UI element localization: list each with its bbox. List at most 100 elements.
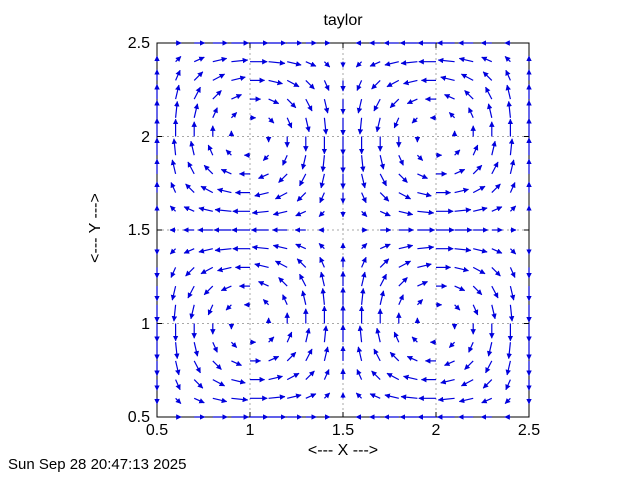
vector-arrow xyxy=(268,98,280,105)
vector-arrow xyxy=(379,290,386,305)
vector-arrow xyxy=(170,182,177,193)
vector-arrow xyxy=(472,285,483,296)
vector-arrow xyxy=(444,360,455,366)
vector-arrow xyxy=(200,266,214,275)
vector-arrow xyxy=(458,56,474,63)
vector-arrow xyxy=(400,60,418,66)
vector-arrow xyxy=(319,256,325,268)
vector-arrow xyxy=(286,98,297,109)
vector-arrow xyxy=(268,117,275,124)
vector-arrow xyxy=(272,243,288,250)
vector-arrow xyxy=(360,287,366,305)
vector-arrow xyxy=(361,192,367,204)
vector-arrow xyxy=(193,71,204,81)
vector-arrow xyxy=(482,379,493,389)
vector-arrow xyxy=(403,374,418,381)
vector-arrow xyxy=(320,287,326,305)
vector-arrow xyxy=(417,192,432,198)
vector-arrow xyxy=(454,304,461,311)
vector-arrow xyxy=(371,79,381,90)
vector-arrow xyxy=(506,342,512,360)
vector-arrow xyxy=(305,61,317,67)
vector-arrow xyxy=(254,192,269,198)
vector-arrow xyxy=(274,260,288,268)
vector-arrow xyxy=(361,256,367,268)
vector-arrow xyxy=(193,379,204,389)
vector-arrow xyxy=(437,57,455,64)
vector-arrow xyxy=(444,94,455,100)
vector-arrow xyxy=(220,285,232,292)
vector-arrow xyxy=(454,285,466,292)
vector-arrow xyxy=(305,393,317,399)
vector-arrow xyxy=(398,173,408,183)
vector-arrow xyxy=(386,372,400,381)
vector-arrow xyxy=(299,273,307,287)
vector-arrow xyxy=(323,61,331,68)
vector-arrow xyxy=(286,372,300,381)
vector-arrow xyxy=(230,112,238,119)
vector-arrow xyxy=(171,138,178,156)
vector-arrow xyxy=(318,210,325,218)
vector-arrow xyxy=(398,192,412,200)
vector-arrow xyxy=(406,98,418,105)
vector-arrow xyxy=(472,185,486,194)
vector-arrow xyxy=(231,360,242,366)
vector-arrow xyxy=(505,360,511,376)
vector-arrow xyxy=(305,327,311,343)
vector-arrow xyxy=(183,248,195,254)
vector-arrow xyxy=(355,392,363,399)
vector-arrow xyxy=(398,154,404,166)
vector-arrow xyxy=(319,173,325,189)
vector-arrow xyxy=(417,262,432,268)
vector-arrow xyxy=(468,107,474,119)
vector-arrow xyxy=(491,183,501,194)
vector-arrow xyxy=(175,379,181,391)
vector-arrow xyxy=(454,207,472,213)
vector-arrow xyxy=(491,285,499,299)
vector-arrow xyxy=(286,79,300,88)
vector-arrow xyxy=(183,206,195,212)
vector-arrow xyxy=(485,360,493,374)
y-tick-label-1.5: 1.5 xyxy=(127,222,150,239)
vector-arrow xyxy=(400,394,418,400)
vector-arrow xyxy=(212,56,228,63)
vector-arrow xyxy=(384,393,399,399)
vector-arrow xyxy=(323,80,330,91)
vector-arrow xyxy=(473,248,488,254)
vector-arrow xyxy=(389,98,400,109)
vector-arrow xyxy=(323,346,330,362)
vector-arrow xyxy=(175,397,182,405)
vector-arrow xyxy=(356,80,363,91)
vector-arrow xyxy=(214,247,232,253)
vector-arrow xyxy=(437,396,455,403)
vector-arrow xyxy=(296,258,307,268)
y-tick-label-1: 1 xyxy=(141,315,150,333)
vector-arrow xyxy=(373,98,381,112)
vector-arrow xyxy=(169,248,177,255)
vector-arrow xyxy=(357,117,364,135)
vector-arrow xyxy=(505,84,511,100)
vector-arrow xyxy=(369,61,381,67)
vector-arrow xyxy=(212,73,226,81)
vector-arrow xyxy=(193,342,200,357)
vector-arrow xyxy=(231,396,249,403)
vector-arrow xyxy=(472,164,483,175)
vector-arrow xyxy=(169,205,177,212)
vector-arrow xyxy=(403,79,418,86)
vector-arrow xyxy=(379,192,390,202)
vector-arrow xyxy=(472,304,479,316)
vector-arrow xyxy=(416,154,424,161)
vector-arrow xyxy=(509,182,516,193)
vector-arrow xyxy=(406,355,418,362)
vector-arrow xyxy=(468,341,474,353)
vector-arrow xyxy=(389,351,400,362)
vector-arrow xyxy=(509,267,516,278)
vector-arrow xyxy=(454,247,472,253)
vector-arrow xyxy=(384,61,399,67)
vector-arrow xyxy=(356,369,363,380)
vector-arrow xyxy=(174,100,180,118)
vector-arrow xyxy=(198,206,213,212)
vector-arrow xyxy=(416,299,424,306)
vector-arrow xyxy=(175,360,181,376)
vector-arrow xyxy=(473,206,488,212)
